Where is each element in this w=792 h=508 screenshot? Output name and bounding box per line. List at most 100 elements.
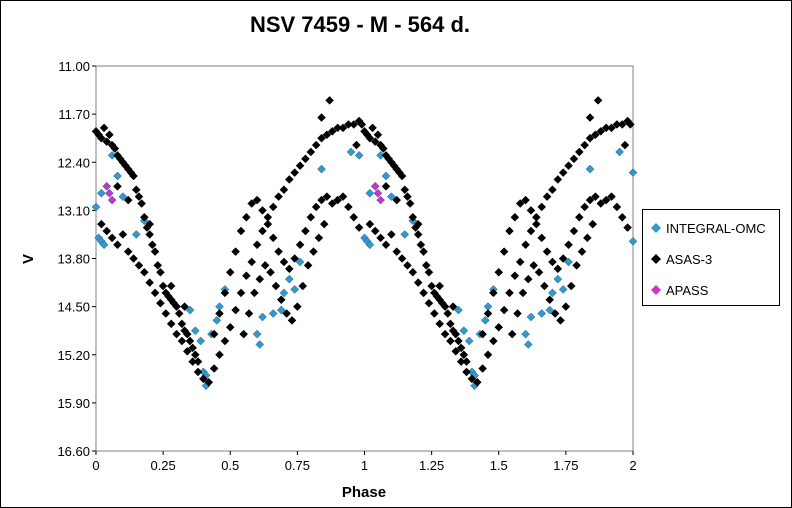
- data-point-asas-3: [182, 329, 192, 339]
- data-point-asas-3: [113, 240, 122, 250]
- data-point-asas-3: [242, 271, 251, 281]
- data-point-asas-3: [177, 319, 187, 329]
- data-point-asas-3: [153, 261, 163, 270]
- data-point-asas-3: [526, 206, 536, 215]
- chart-legend: INTEGRAL-OMC ASAS-3 APASS: [642, 209, 780, 306]
- data-point-integral-omc: [276, 305, 286, 315]
- data-point-asas-3: [537, 202, 547, 212]
- data-point-asas-3: [534, 267, 544, 277]
- data-point-asas-3: [276, 295, 286, 305]
- data-point-integral-omc: [615, 147, 624, 157]
- data-point-asas-3: [247, 199, 257, 208]
- data-point-asas-3: [236, 226, 246, 236]
- data-point-asas-3: [601, 195, 611, 205]
- data-point-asas-3: [301, 154, 310, 164]
- x-tick-label: 0.25: [150, 458, 175, 473]
- data-point-asas-3: [303, 261, 313, 270]
- data-point-integral-omc: [290, 285, 300, 294]
- data-point-asas-3: [513, 309, 522, 318]
- data-point-asas-3: [574, 147, 584, 157]
- data-point-asas-3: [596, 126, 606, 136]
- data-point-integral-omc: [284, 274, 294, 284]
- data-point-integral-omc: [190, 326, 200, 336]
- data-point-asas-3: [134, 261, 144, 270]
- data-point-asas-3: [446, 336, 455, 346]
- data-point-integral-omc: [279, 288, 289, 298]
- data-point-asas-3: [156, 298, 165, 308]
- data-point-asas-3: [250, 288, 259, 298]
- data-point-asas-3: [451, 346, 461, 356]
- data-point-asas-3: [478, 364, 487, 373]
- data-point-asas-3: [344, 202, 353, 212]
- data-point-asas-3: [298, 281, 308, 291]
- data-point-asas-3: [107, 233, 117, 243]
- data-point-asas-3: [540, 281, 549, 291]
- data-point-asas-3: [424, 267, 434, 277]
- data-point-integral-omc: [354, 151, 364, 160]
- data-point-asas-3: [322, 192, 332, 201]
- data-point-integral-omc: [480, 316, 490, 325]
- data-point-asas-3: [564, 240, 573, 250]
- data-point-asas-3: [489, 336, 498, 346]
- data-point-asas-3: [306, 147, 316, 157]
- data-point-asas-3: [429, 309, 439, 318]
- data-point-asas-3: [225, 322, 235, 332]
- data-point-asas-3: [523, 274, 533, 284]
- data-point-asas-3: [193, 367, 203, 377]
- x-tick-label: 1: [361, 458, 368, 473]
- data-point-asas-3: [376, 233, 385, 243]
- data-point-asas-3: [451, 329, 461, 339]
- data-point-integral-omc: [196, 336, 206, 346]
- data-point-asas-3: [494, 267, 504, 277]
- data-point-asas-3: [446, 319, 455, 329]
- data-point-asas-3: [161, 309, 171, 318]
- data-point-asas-3: [521, 240, 530, 250]
- data-point-integral-omc: [365, 240, 375, 250]
- data-point-asas-3: [585, 195, 595, 205]
- data-point-asas-3: [392, 195, 402, 205]
- data-point-asas-3: [454, 336, 463, 346]
- data-point-asas-3: [625, 120, 635, 129]
- data-point-asas-3: [583, 233, 592, 243]
- data-point-asas-3: [306, 212, 316, 222]
- data-point-asas-3: [327, 199, 337, 208]
- data-point-asas-3: [443, 309, 453, 318]
- y-tick-label: 13.10: [57, 203, 90, 218]
- data-point-asas-3: [558, 168, 568, 177]
- data-point-asas-3: [435, 319, 445, 329]
- data-point-asas-3: [424, 298, 434, 308]
- data-point-asas-3: [378, 144, 388, 153]
- data-point-asas-3: [489, 288, 498, 298]
- data-point-asas-3: [242, 212, 251, 222]
- data-point-integral-omc: [628, 168, 638, 177]
- data-point-asas-3: [400, 185, 410, 195]
- data-point-asas-3: [244, 309, 254, 318]
- data-point-asas-3: [166, 281, 176, 291]
- data-point-asas-3: [290, 254, 300, 263]
- data-point-integral-omc: [295, 257, 305, 267]
- data-point-asas-3: [373, 130, 383, 140]
- data-point-asas-3: [129, 254, 138, 263]
- data-point-asas-3: [381, 181, 391, 191]
- data-point-asas-3: [529, 261, 539, 270]
- data-point-asas-3: [314, 233, 324, 243]
- data-point-asas-3: [448, 302, 458, 311]
- data-point-asas-3: [566, 281, 576, 291]
- legend-item-integral-omc: INTEGRAL-OMC: [651, 220, 766, 236]
- data-point-asas-3: [550, 309, 560, 318]
- data-point-asas-3: [427, 281, 436, 291]
- data-point-asas-3: [190, 350, 200, 360]
- legend-marker-apass: [651, 285, 661, 295]
- data-point-asas-3: [110, 144, 120, 153]
- data-point-asas-3: [215, 309, 224, 318]
- data-point-asas-3: [408, 267, 418, 277]
- data-point-asas-3: [180, 302, 189, 311]
- data-point-asas-3: [158, 281, 168, 291]
- data-point-asas-3: [370, 137, 380, 146]
- data-point-asas-3: [580, 202, 590, 212]
- legend-marker-integral-omc: [651, 223, 661, 233]
- x-axis: 0 0.25 0.5 0.75 1 1.25 1.5 1.75 2: [92, 451, 637, 473]
- data-point-asas-3: [188, 357, 198, 366]
- data-point-asas-3: [510, 271, 520, 281]
- data-point-asas-3: [612, 202, 622, 212]
